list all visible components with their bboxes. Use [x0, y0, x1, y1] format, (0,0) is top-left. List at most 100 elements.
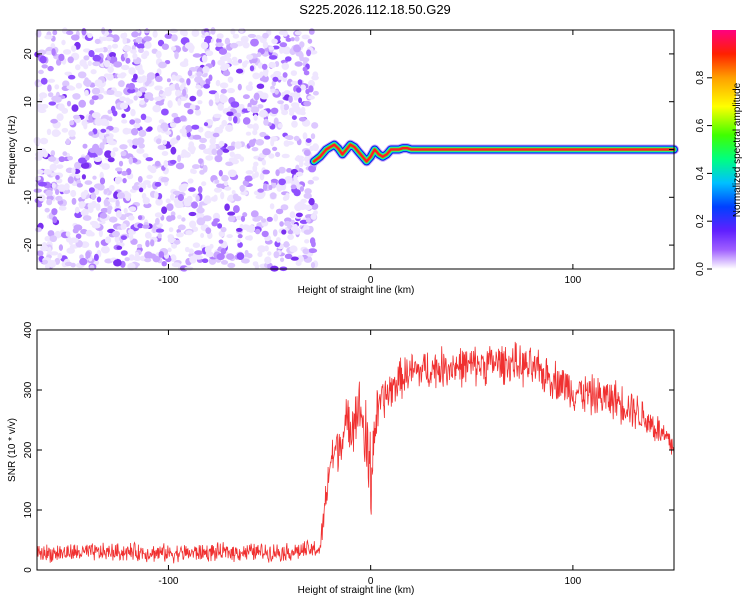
heat-cell [312, 90, 319, 96]
heat-cell [100, 207, 109, 213]
colorbar-tick-label: 0.4 [695, 166, 706, 180]
heat-cell [177, 224, 186, 231]
heat-cell [231, 190, 236, 195]
heat-cell [79, 257, 88, 266]
heat-cell [305, 88, 310, 95]
heat-cell [216, 183, 224, 188]
heat-cell [112, 110, 118, 117]
snr-panel: -100 0 100 0 100 200 300 400 Height of straigh… [7, 321, 675, 596]
heat-cell [277, 123, 283, 129]
heat-cell [83, 189, 89, 196]
heat-cell [132, 138, 141, 146]
heat-cell [262, 183, 268, 191]
heat-cell [268, 62, 277, 69]
heat-cell [137, 215, 143, 221]
heat-cell [120, 250, 128, 256]
heat-cell [220, 248, 227, 255]
heat-cell [245, 170, 254, 175]
heat-cell [219, 94, 225, 99]
heat-cell [231, 60, 240, 66]
y-tick-label: -20 [23, 237, 34, 252]
heat-cell [158, 61, 167, 69]
heat-cell [227, 215, 236, 222]
heat-cell [133, 73, 138, 81]
heat-cell [119, 102, 129, 110]
heat-cell [123, 207, 128, 214]
heat-cell [147, 126, 153, 131]
heat-cell [35, 227, 42, 233]
heat-cell [116, 192, 125, 199]
heat-cell [263, 118, 269, 126]
heat-cell [204, 245, 212, 254]
heat-cell [179, 115, 187, 122]
heat-cell [120, 223, 127, 230]
heat-cell [165, 130, 172, 136]
heat-cell [262, 32, 269, 39]
heat-cell [212, 132, 220, 138]
heat-cell [122, 45, 132, 52]
heat-cell [216, 149, 223, 157]
heat-cell [256, 52, 262, 58]
heat-cell [128, 215, 135, 221]
heat-cell [104, 36, 114, 42]
heat-cell [226, 234, 233, 239]
y-tick-label: 400 [23, 321, 34, 338]
heat-cell [120, 64, 130, 71]
heat-cell [310, 133, 316, 140]
heat-cell [55, 175, 60, 180]
heat-cell [287, 78, 293, 87]
heat-cell [303, 70, 310, 76]
heat-cell [278, 178, 286, 186]
heat-cell [304, 155, 310, 163]
heat-cell [109, 52, 116, 58]
heat-cell [77, 71, 87, 79]
heat-cell [283, 90, 291, 95]
heat-cell [297, 79, 303, 86]
heat-cell [179, 84, 185, 91]
heat-cell [218, 169, 223, 177]
heat-cell [47, 246, 52, 255]
heat-cell [184, 42, 194, 49]
heat-cell [72, 93, 81, 100]
heat-cell [309, 237, 316, 245]
heat-cell [214, 92, 220, 100]
heat-cell [306, 49, 312, 57]
heat-cell [107, 66, 114, 73]
heat-cell [37, 81, 43, 87]
heat-cell [184, 246, 190, 253]
heat-cell [305, 138, 312, 144]
heat-cell [85, 154, 90, 161]
heat-cell [107, 157, 115, 163]
heat-cell [250, 106, 260, 114]
heat-cell [162, 139, 168, 145]
heat-cell [53, 96, 62, 103]
heat-cell [125, 194, 131, 201]
heat-cell [237, 83, 242, 91]
heat-cell [51, 208, 58, 216]
heat-cell [218, 140, 225, 147]
heat-cell [121, 113, 126, 119]
heat-cell [154, 191, 159, 199]
heat-cell [153, 96, 163, 102]
heat-cell [227, 169, 237, 178]
heat-cell [84, 89, 89, 97]
heat-cell [70, 262, 76, 268]
heat-cell [220, 88, 227, 94]
heat-cell [58, 205, 67, 211]
heat-cell [217, 223, 223, 229]
heat-cell [307, 179, 314, 185]
heat-cell [50, 251, 59, 256]
heat-cell [51, 129, 61, 138]
heat-cell [113, 191, 119, 200]
heat-cell [294, 30, 302, 36]
heat-cell [144, 251, 153, 259]
heat-cell [213, 194, 218, 202]
heat-cell [52, 216, 58, 224]
colorbar-label: Normalized spectral amplitude [732, 82, 743, 217]
heat-cell [135, 91, 143, 97]
heat-cell [293, 135, 300, 142]
heat-cell [294, 61, 303, 67]
heat-cell [212, 212, 221, 221]
heat-cell [135, 36, 144, 43]
heat-cell [171, 262, 181, 268]
